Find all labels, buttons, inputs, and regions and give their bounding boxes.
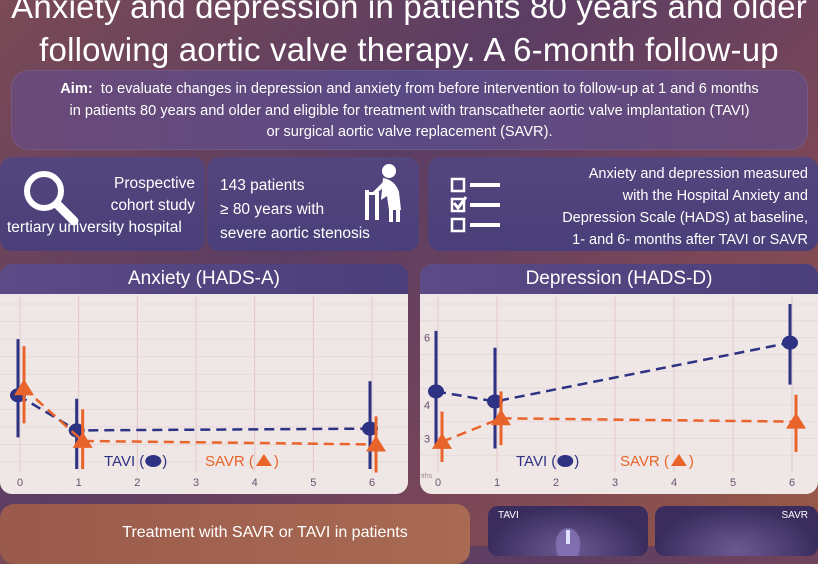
patients-line-1: 143 patients <box>220 175 304 197</box>
x-tick-label: 1 <box>76 477 82 489</box>
anxiety-panel: Anxiety (HADS-A) 0 1 2 3 4 5 6 TAVI () SAVR () <box>0 264 408 494</box>
measure-line-4: 1- and 6- months after TAVI or SAVR <box>572 229 808 251</box>
legend-savr-marker <box>671 454 687 466</box>
x-tick-label: 0 <box>17 477 23 489</box>
x-tick-label: 1 <box>494 477 500 489</box>
measure-line-2: with the Hospital Anxiety and <box>623 185 808 207</box>
data-point-savr <box>786 413 806 429</box>
legend-tavi-marker <box>557 455 573 467</box>
anxiety-chart: 0 1 2 3 4 5 6 TAVI () SAVR () <box>0 294 408 494</box>
y-tick-label: 3 <box>424 433 430 445</box>
legend-tavi-close: ) <box>162 453 167 470</box>
legend-savr-label: SAVR ( <box>620 453 669 470</box>
savr-image: SAVR <box>655 506 818 556</box>
anxiety-chart-area: 0 1 2 3 4 5 6 TAVI () SAVR () <box>0 294 408 494</box>
aim-text: Aim: to evaluate changes in depression a… <box>11 79 808 144</box>
x-tick-label: 0 <box>435 477 441 489</box>
depression-chart-area: 0123456346ScoreTime / monthsTAVI ()SAVR … <box>420 294 818 494</box>
legend-savr-label: SAVR ( <box>205 453 254 470</box>
series-line-tavi <box>18 395 370 430</box>
x-tick-label: 6 <box>369 477 375 489</box>
depression-chart: 0123456346ScoreTime / monthsTAVI ()SAVR … <box>420 294 818 494</box>
bottom-text: Treatment with SAVR or TAVI in patients <box>0 524 530 542</box>
x-tick-label: 5 <box>310 477 316 489</box>
x-axis-label: Time / months <box>420 473 433 480</box>
aim-line-1: to evaluate changes in depression and an… <box>101 81 759 97</box>
study-line-3: tertiary university hospital <box>7 217 182 239</box>
study-line-2: cohort study <box>111 195 195 217</box>
aim-line-3: or surgical aortic valve replacement (SA… <box>11 122 808 144</box>
x-tick-label: 6 <box>789 477 795 489</box>
x-tick-label: 3 <box>193 477 199 489</box>
x-tick-label: 4 <box>671 477 677 489</box>
elderly-walker-icon <box>359 162 415 229</box>
legend-tavi-label: TAVI ( <box>516 453 556 470</box>
aim-label: Aim: <box>60 81 92 97</box>
anxiety-title: Anxiety (HADS-A) <box>0 264 408 294</box>
legend-tavi-label: TAVI ( <box>104 453 144 470</box>
patients-line-3: severe aortic stenosis <box>220 223 370 245</box>
x-tick-label: 4 <box>252 477 258 489</box>
depression-title: Depression (HADS-D) <box>420 264 818 294</box>
series-line-tavi <box>436 343 790 402</box>
legend-savr-close: ) <box>274 453 279 470</box>
data-point-tavi <box>428 384 444 398</box>
savr-image-label: SAVR <box>782 510 809 521</box>
x-tick-label: 5 <box>730 477 736 489</box>
tavi-image-label: TAVI <box>498 510 519 521</box>
measure-box: Anxiety and depression measured with the… <box>428 157 818 251</box>
y-tick-label: 6 <box>424 333 430 345</box>
depression-panel: Depression (HADS-D) 0123456346ScoreTime … <box>420 264 818 494</box>
legend-tavi-close: ) <box>574 453 579 470</box>
x-tick-label: 2 <box>553 477 559 489</box>
measure-line-3: Depression Scale (HADS) at baseline, <box>562 207 808 229</box>
tavi-image: TAVI <box>488 506 648 556</box>
patients-line-2: ≥ 80 years with <box>220 199 324 221</box>
legend-savr-marker <box>256 454 272 466</box>
x-tick-label: 3 <box>612 477 618 489</box>
heart-valve-icon <box>550 524 586 556</box>
legend-savr-close: ) <box>689 453 694 470</box>
legend-tavi-marker <box>145 455 161 467</box>
study-box: Prospective cohort study tertiary univer… <box>0 157 205 251</box>
data-point-tavi <box>782 336 798 350</box>
study-line-1: Prospective <box>114 173 195 195</box>
y-tick-label: 4 <box>424 400 430 412</box>
checklist-icon <box>450 175 512 242</box>
measure-line-1: Anxiety and depression measured <box>589 163 808 185</box>
patients-box: 143 patients ≥ 80 years with severe aort… <box>207 157 419 251</box>
x-tick-label: 2 <box>134 477 140 489</box>
title-line-1: Anxiety and depression in patients 80 ye… <box>0 0 818 26</box>
aim-line-2: in patients 80 years and older and eligi… <box>11 101 808 123</box>
